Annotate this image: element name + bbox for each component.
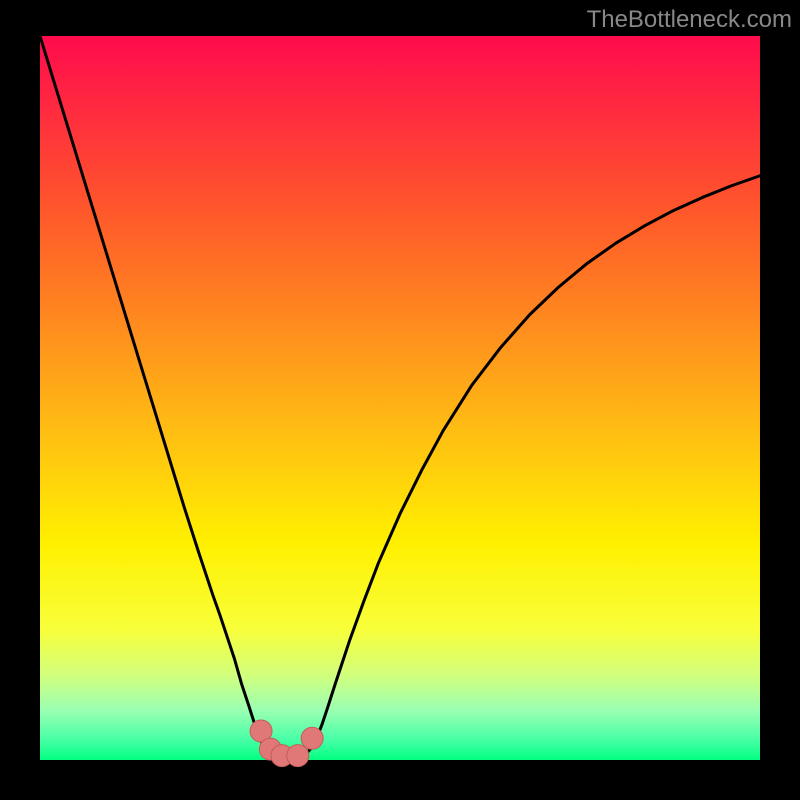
watermark-text: TheBottleneck.com xyxy=(587,6,792,34)
plot-background xyxy=(40,36,760,760)
chart-svg xyxy=(0,0,800,800)
marker-point xyxy=(287,745,309,767)
marker-point xyxy=(301,727,323,749)
